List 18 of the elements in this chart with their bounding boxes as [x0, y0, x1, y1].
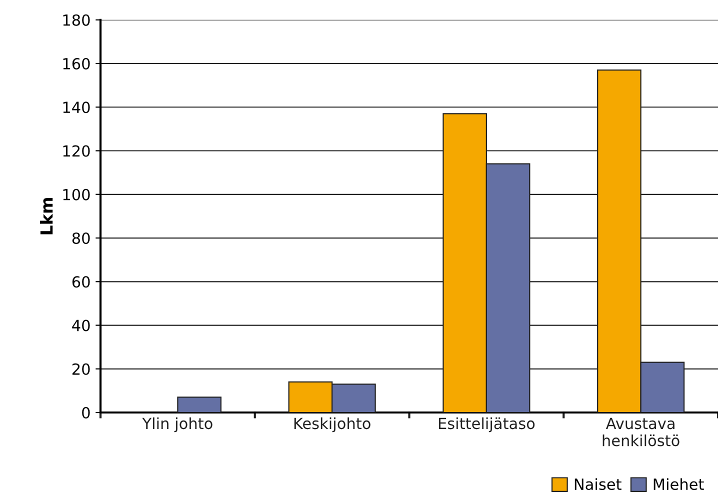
x-tick-label: Ylin johto [142, 417, 212, 432]
x-tick-label: Esittelijätaso [438, 417, 535, 432]
legend-label: Miehet [654, 478, 704, 490]
x-tick-label: Keskijohto [294, 417, 370, 432]
bar [177, 396, 222, 413]
y-tick-label: 120 [63, 145, 90, 157]
y-tick-label: 100 [63, 188, 90, 200]
y-tick-label: 180 [63, 14, 90, 26]
y-tick-label: 80 [72, 232, 90, 244]
y-tick-label: 40 [72, 320, 90, 332]
x-tick-label: Avustava henkilöstö [602, 418, 680, 446]
legend-label: Naiset [574, 478, 622, 490]
y-tick-label: 140 [63, 102, 90, 114]
y-tick-label: 0 [82, 406, 90, 419]
y-tick-label: 60 [72, 276, 90, 288]
y-tick-label: 20 [72, 363, 90, 375]
y-tick-label: 160 [63, 58, 90, 70]
y-axis-title: Lkm [40, 198, 53, 234]
